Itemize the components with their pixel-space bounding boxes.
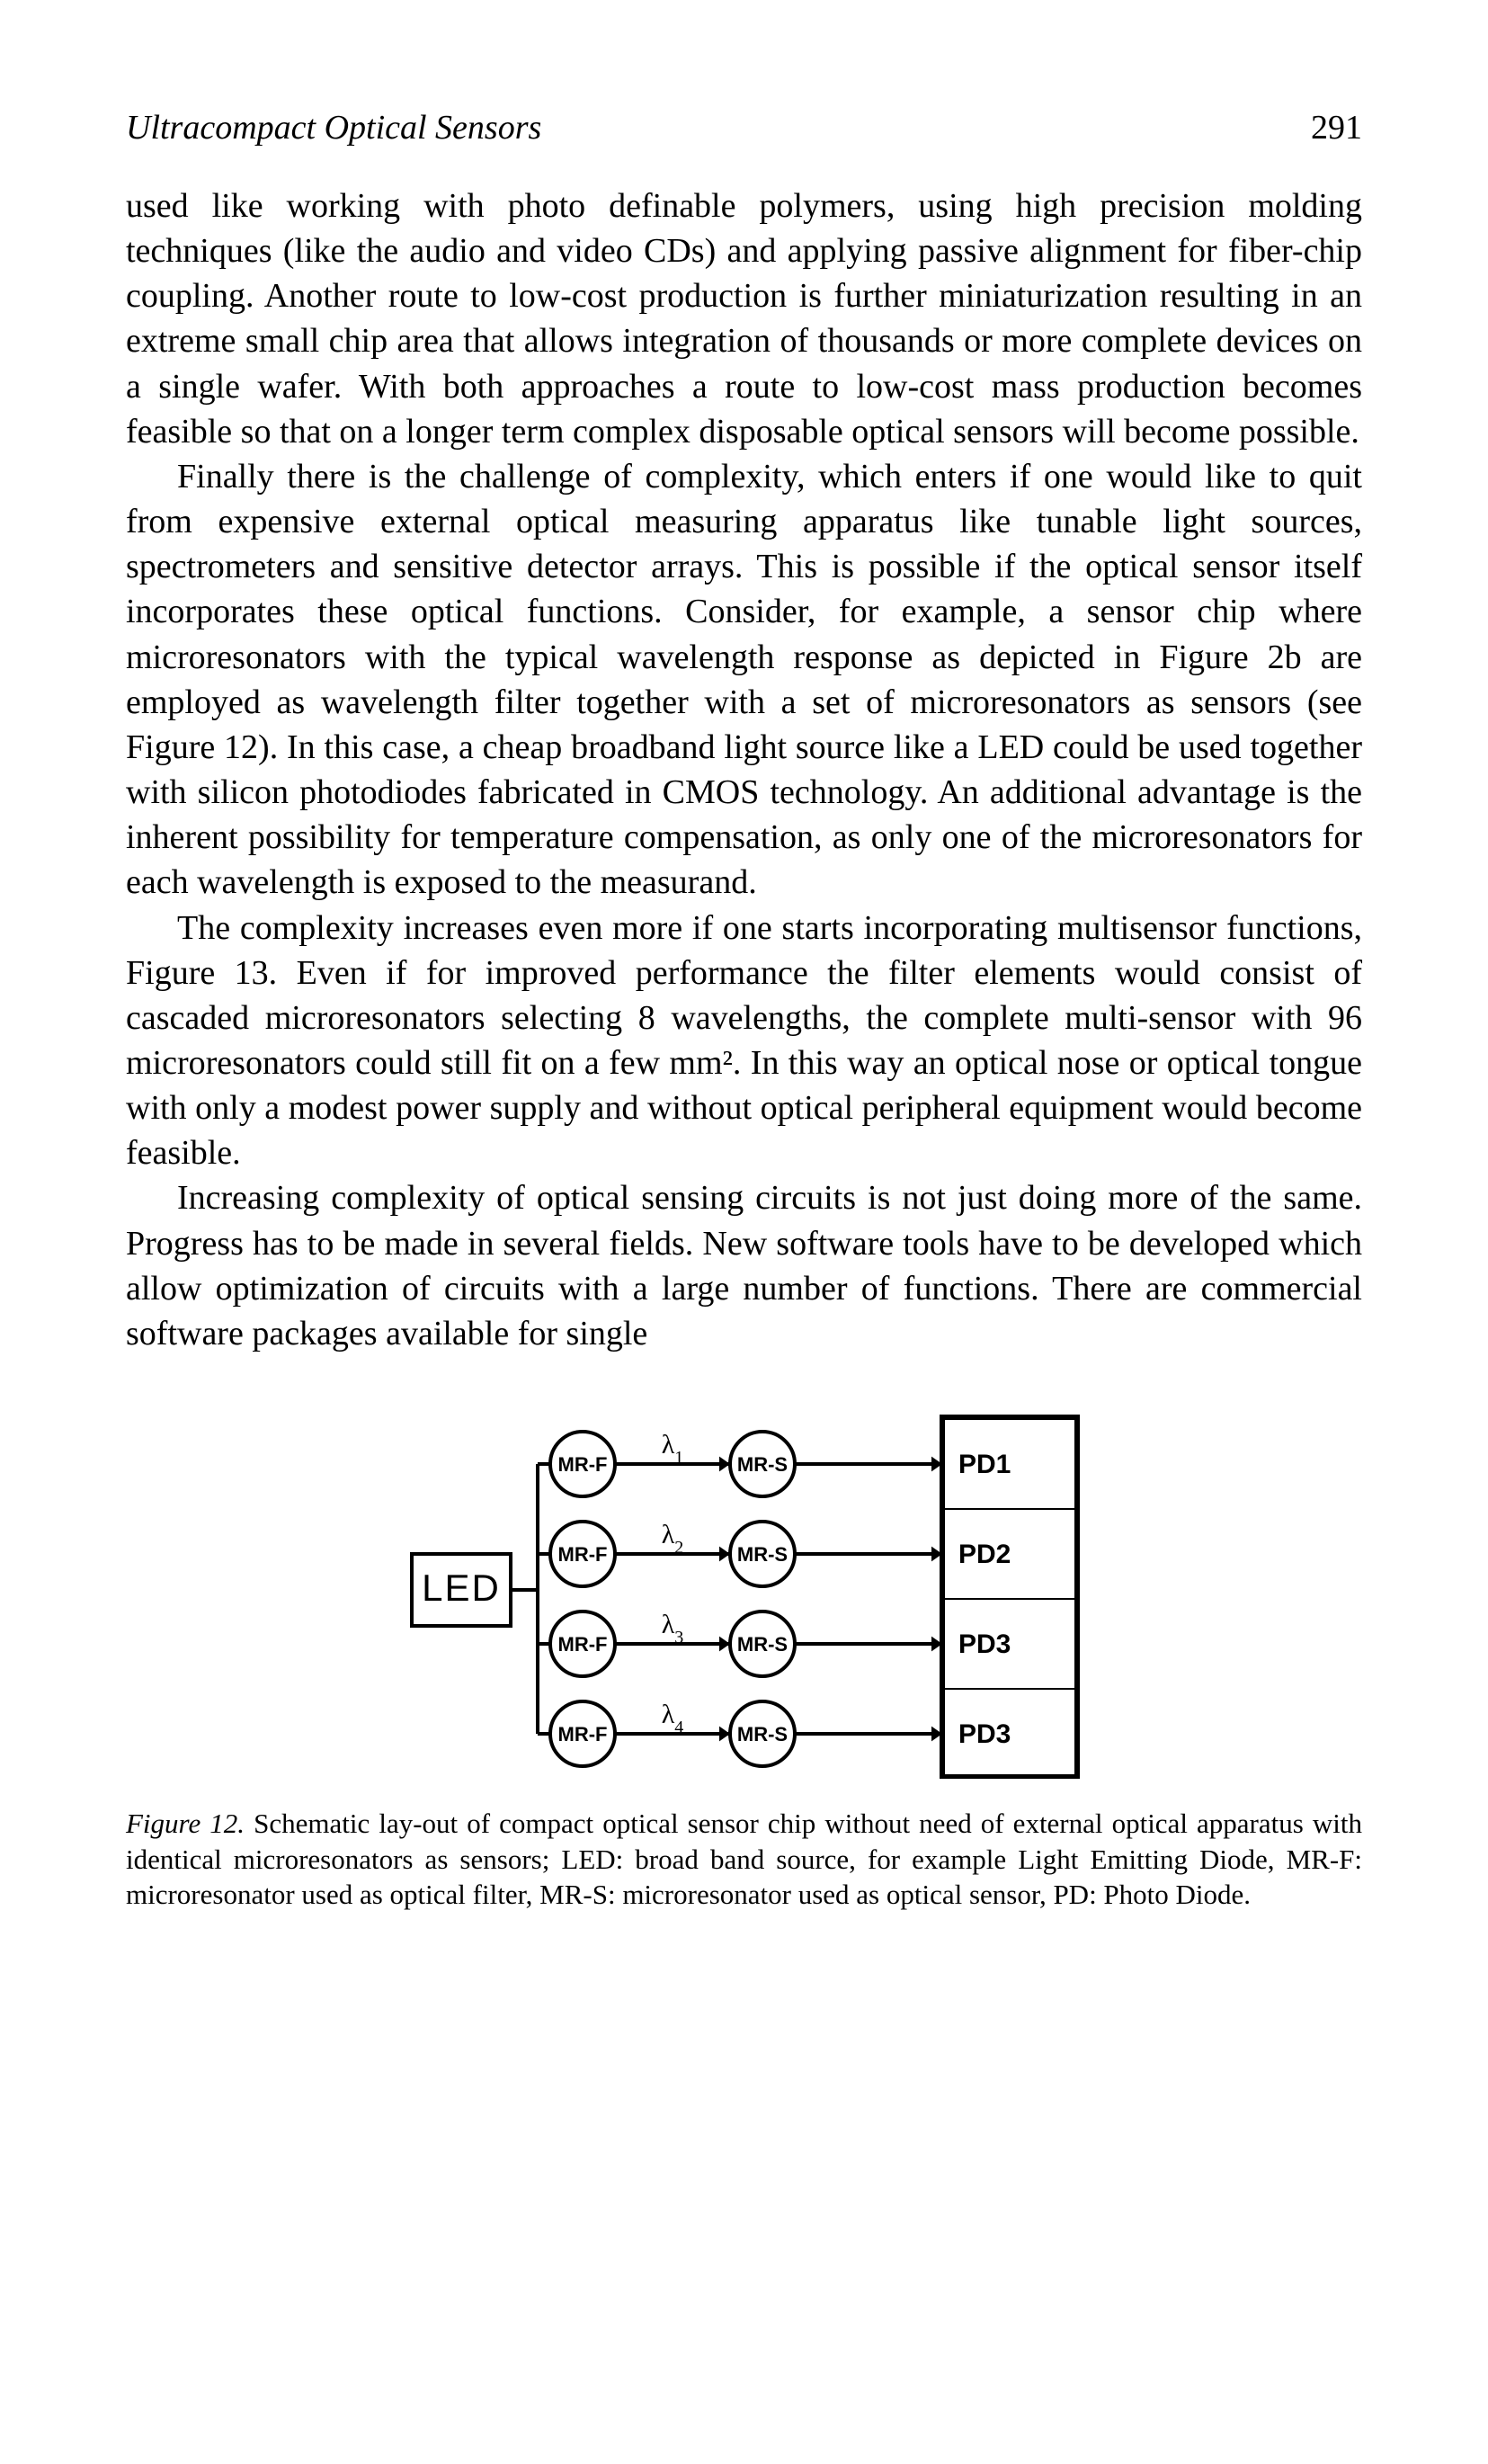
svg-text:MR-F: MR-F xyxy=(557,1633,607,1656)
figure-label: Figure 12. xyxy=(126,1808,245,1839)
svg-text:MR-S: MR-S xyxy=(736,1453,787,1476)
paragraph-2: Finally there is the challenge of comple… xyxy=(126,454,1362,906)
svg-text:PD3: PD3 xyxy=(958,1629,1011,1659)
svg-text:MR-F: MR-F xyxy=(557,1453,607,1476)
svg-text:λ4: λ4 xyxy=(661,1700,683,1737)
svg-text:MR-F: MR-F xyxy=(557,1543,607,1566)
figure-12-caption: Figure 12. Schematic lay-out of compact … xyxy=(126,1806,1362,1913)
svg-text:λ3: λ3 xyxy=(661,1610,683,1647)
svg-text:λ1: λ1 xyxy=(661,1430,683,1468)
figure-caption-text: Schematic lay-out of compact optical sen… xyxy=(126,1808,1362,1910)
svg-text:λ2: λ2 xyxy=(661,1520,683,1558)
svg-text:MR-S: MR-S xyxy=(736,1543,787,1566)
page-header: Ultracompact Optical Sensors 291 xyxy=(126,108,1362,147)
svg-text:MR-S: MR-S xyxy=(736,1633,787,1656)
svg-text:PD2: PD2 xyxy=(958,1540,1011,1569)
running-head: Ultracompact Optical Sensors xyxy=(126,108,541,147)
body-text: used like working with photo definable p… xyxy=(126,183,1362,1356)
svg-text:MR-F: MR-F xyxy=(557,1723,607,1745)
paragraph-1: used like working with photo definable p… xyxy=(126,183,1362,454)
paragraph-3: The complexity increases even more if on… xyxy=(126,906,1362,1176)
svg-text:PD3: PD3 xyxy=(958,1719,1011,1749)
paragraph-4: Increasing complexity of optical sensing… xyxy=(126,1175,1362,1356)
svg-text:MR-S: MR-S xyxy=(736,1723,787,1745)
svg-text:PD1: PD1 xyxy=(958,1450,1011,1479)
svg-text:LED: LED xyxy=(422,1567,501,1609)
page-number: 291 xyxy=(1311,108,1362,147)
figure-12: LED MR-F λ1 MR-S PD1 MR-F λ2 MR-S PD2 MR-F λ3 MR-S P… xyxy=(126,1401,1362,1779)
figure-12-svg: LED MR-F λ1 MR-S PD1 MR-F λ2 MR-S PD2 MR-F λ3 MR-S P… xyxy=(403,1401,1086,1779)
